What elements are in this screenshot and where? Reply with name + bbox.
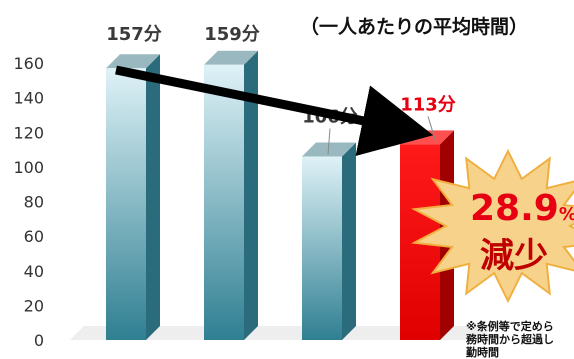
footnote-line-3: 勤時間 bbox=[466, 346, 499, 359]
reduction-word: 減少 bbox=[480, 236, 548, 276]
reduction-percent: 28.9% bbox=[470, 188, 574, 229]
y-tick-label: 80 bbox=[24, 193, 44, 212]
bar-front bbox=[106, 68, 146, 340]
y-tick-label: 120 bbox=[13, 123, 44, 142]
bar-front bbox=[302, 156, 342, 340]
y-tick-label: 20 bbox=[24, 296, 44, 315]
bar-side bbox=[342, 142, 356, 340]
trend-arrow bbox=[115, 65, 434, 157]
data-label-leader bbox=[327, 128, 331, 155]
chart-subtitle: （一人あたりの平均時間） bbox=[300, 16, 529, 38]
y-tick-label: 0 bbox=[34, 331, 44, 350]
bar-top bbox=[204, 50, 258, 65]
y-tick-label: 140 bbox=[13, 89, 44, 108]
bar-3 bbox=[302, 142, 356, 340]
y-tick-label: 100 bbox=[13, 158, 44, 177]
chart-floor bbox=[70, 326, 494, 340]
footnote-line-2: 務時間から超過し bbox=[466, 333, 554, 346]
bar-top bbox=[302, 142, 356, 157]
starburst-callout bbox=[411, 148, 574, 304]
y-tick-label: 160 bbox=[13, 54, 44, 73]
bar-1 bbox=[106, 54, 160, 340]
data-label-2: 159分 bbox=[204, 24, 260, 45]
data-label-1: 157分 bbox=[106, 24, 162, 45]
footnote: ※条例等で定めら 務時間から超過し 勤時間 bbox=[466, 320, 554, 359]
y-tick-label: 60 bbox=[24, 227, 44, 246]
reduction-percent-value: 28.9 bbox=[470, 188, 559, 229]
bar-side bbox=[146, 54, 160, 340]
y-tick-label: 40 bbox=[24, 262, 44, 281]
bar-top bbox=[106, 54, 160, 69]
bar-side bbox=[244, 50, 258, 340]
bar-front bbox=[204, 64, 244, 340]
data-label-4: 113分 bbox=[400, 94, 456, 115]
footnote-line-1: ※条例等で定めら bbox=[466, 320, 554, 333]
reduction-percent-unit: % bbox=[559, 204, 574, 225]
bar-2 bbox=[204, 50, 258, 340]
